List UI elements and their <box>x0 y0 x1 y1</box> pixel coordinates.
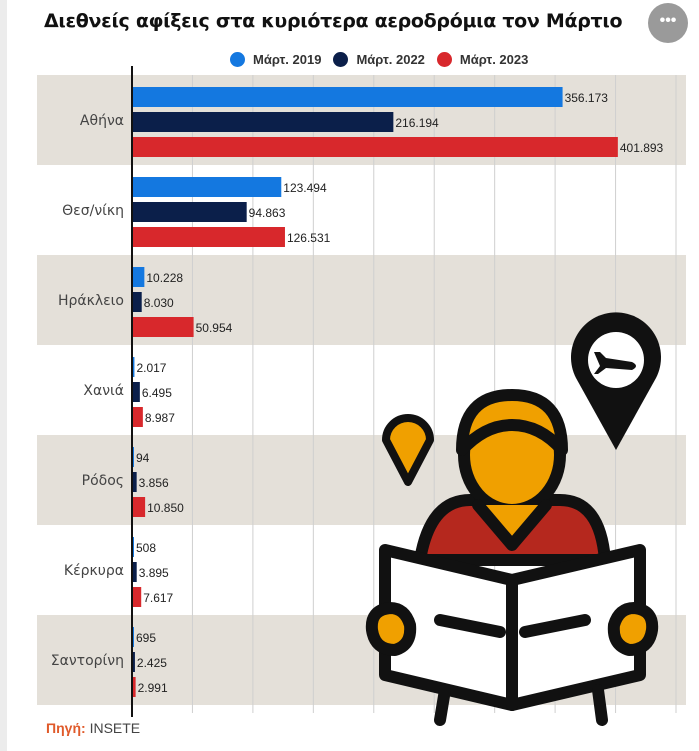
data-label: 356.173 <box>565 91 609 105</box>
bar <box>132 292 142 312</box>
category-label: Σαντορίνη <box>51 653 124 669</box>
legend-label: Μάρτ. 2022 <box>356 52 425 67</box>
data-label: 2.017 <box>136 361 166 375</box>
bar <box>132 227 285 247</box>
legend-label: Μάρτ. 2019 <box>253 52 322 67</box>
category-label: Κέρκυρα <box>64 563 124 579</box>
traveler-map-illustration <box>365 312 661 726</box>
data-label: 2.991 <box>138 681 168 695</box>
bar <box>132 317 194 337</box>
bar <box>132 677 136 697</box>
data-label: 401.893 <box>620 141 664 155</box>
data-label: 3.895 <box>139 566 169 580</box>
source-value: INSETE <box>89 720 141 736</box>
data-label: 94 <box>136 451 150 465</box>
data-label: 695 <box>136 631 156 645</box>
map-pin-plane-icon <box>570 312 661 450</box>
legend-item[interactable]: Μάρτ. 2022 <box>333 52 425 67</box>
bar <box>132 267 145 287</box>
bar <box>132 587 142 607</box>
category-label: Ηράκλειο <box>58 293 124 309</box>
category-label: Ρόδος <box>82 473 124 489</box>
bar <box>132 562 137 582</box>
data-label: 10.850 <box>147 501 184 515</box>
traveler-icon <box>365 389 659 726</box>
source-note: Πηγή: INSETE <box>46 720 140 736</box>
legend-dot-icon <box>230 52 245 67</box>
bar <box>132 652 135 672</box>
legend-item[interactable]: Μάρτ. 2019 <box>230 52 321 67</box>
page-edge <box>0 0 7 751</box>
bar <box>132 497 146 517</box>
bar <box>132 472 137 492</box>
bar <box>132 407 143 427</box>
legend-dot-icon <box>333 52 349 67</box>
legend-item[interactable]: Μάρτ. 2023 <box>436 52 529 67</box>
legend: Μάρτ. 2019 Μάρτ. 2022 Μάρτ. 2023 <box>230 52 528 67</box>
data-label: 10.228 <box>146 271 183 285</box>
data-label: 50.954 <box>196 321 233 335</box>
small-map-pin-icon <box>382 414 434 486</box>
data-label: 8.030 <box>144 296 174 310</box>
category-label: Χανιά <box>83 383 124 399</box>
data-label: 216.194 <box>395 116 439 130</box>
bar <box>132 357 135 377</box>
more-horizontal-icon: ••• <box>659 12 677 29</box>
category-label: Αθήνα <box>80 113 124 129</box>
category-label: Θεσ/νίκη <box>62 203 124 219</box>
data-label: 6.495 <box>142 386 172 400</box>
bar <box>132 112 394 132</box>
chart-title: Διεθνείς αφίξεις στα κυριότερα αεροδρόμι… <box>44 10 623 32</box>
data-label: 2.425 <box>137 656 167 670</box>
data-label: 123.494 <box>283 181 327 195</box>
source-label: Πηγή: <box>46 720 86 736</box>
legend-dot-icon <box>436 52 452 67</box>
data-label: 94.863 <box>249 206 286 220</box>
bar <box>132 177 282 197</box>
data-label: 3.856 <box>139 476 169 490</box>
data-label: 8.987 <box>145 411 175 425</box>
more-options-button[interactable]: ••• <box>648 3 688 43</box>
bar <box>132 382 140 402</box>
bar <box>132 202 247 222</box>
bar <box>132 87 563 107</box>
data-label: 508 <box>136 541 156 555</box>
data-label: 7.617 <box>143 591 173 605</box>
bar <box>132 137 618 157</box>
data-label: 126.531 <box>287 231 331 245</box>
legend-label: Μάρτ. 2023 <box>459 52 529 67</box>
